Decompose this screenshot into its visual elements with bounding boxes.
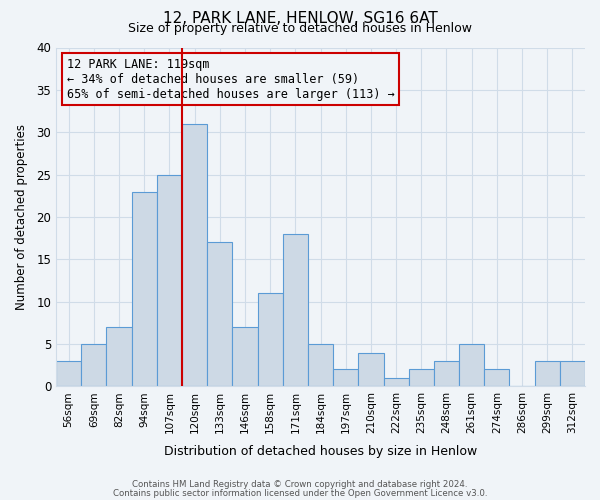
Text: 12, PARK LANE, HENLOW, SG16 6AT: 12, PARK LANE, HENLOW, SG16 6AT	[163, 11, 437, 26]
Text: Contains HM Land Registry data © Crown copyright and database right 2024.: Contains HM Land Registry data © Crown c…	[132, 480, 468, 489]
Bar	[157, 174, 182, 386]
Bar	[308, 344, 333, 387]
Bar	[358, 352, 383, 386]
Bar	[383, 378, 409, 386]
Bar	[182, 124, 207, 386]
Bar	[56, 361, 81, 386]
Bar	[106, 327, 131, 386]
Text: 12 PARK LANE: 119sqm
← 34% of detached houses are smaller (59)
65% of semi-detac: 12 PARK LANE: 119sqm ← 34% of detached h…	[67, 58, 394, 100]
Bar	[283, 234, 308, 386]
Bar	[333, 370, 358, 386]
Bar	[484, 370, 509, 386]
Bar	[207, 242, 232, 386]
Bar	[81, 344, 106, 387]
Y-axis label: Number of detached properties: Number of detached properties	[15, 124, 28, 310]
Text: Contains public sector information licensed under the Open Government Licence v3: Contains public sector information licen…	[113, 488, 487, 498]
Bar	[459, 344, 484, 387]
Bar	[535, 361, 560, 386]
Bar	[560, 361, 585, 386]
Text: Size of property relative to detached houses in Henlow: Size of property relative to detached ho…	[128, 22, 472, 35]
X-axis label: Distribution of detached houses by size in Henlow: Distribution of detached houses by size …	[164, 444, 477, 458]
Bar	[232, 327, 257, 386]
Bar	[434, 361, 459, 386]
Bar	[409, 370, 434, 386]
Bar	[257, 293, 283, 386]
Bar	[131, 192, 157, 386]
